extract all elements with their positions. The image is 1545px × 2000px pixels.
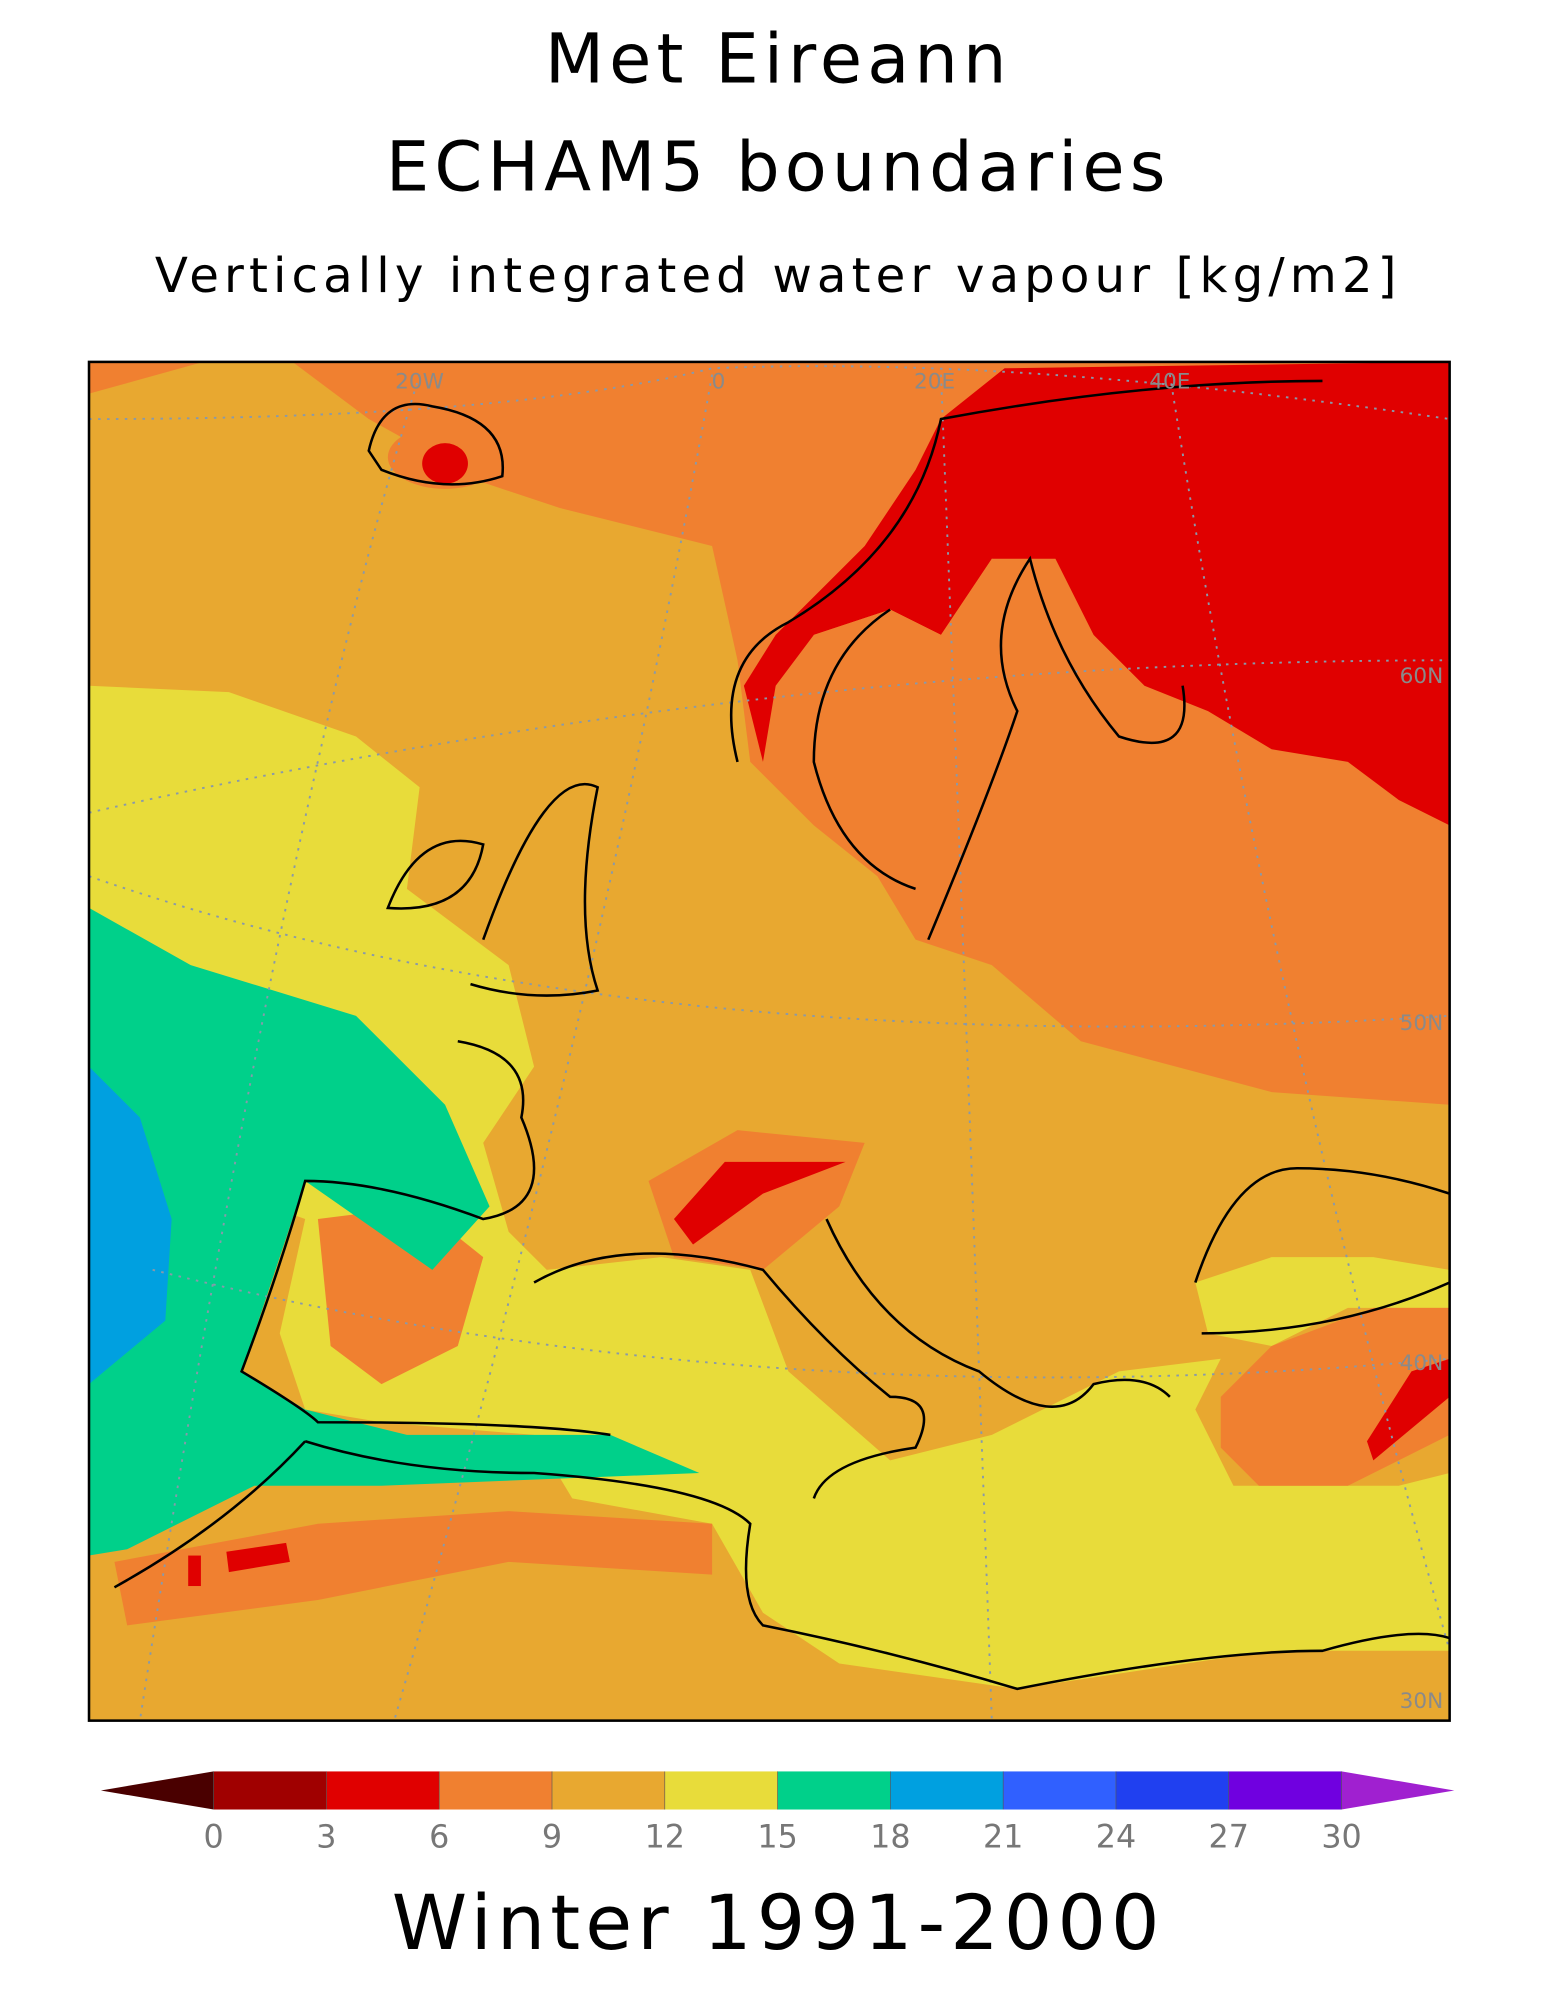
map-label: 20E	[914, 370, 955, 395]
colorbar-tick-label: 21	[983, 1820, 1023, 1856]
colorbar: 0 3 6 9 12 15 18 21 24 27 30	[100, 1771, 1455, 1856]
field-yellow	[89, 685, 1450, 1689]
field-red	[422, 443, 468, 484]
field-blue	[89, 1066, 172, 1385]
colorbar-segment	[777, 1771, 891, 1810]
colorbar-tick-label: 15	[757, 1820, 797, 1856]
field-red	[673, 1161, 846, 1245]
colorbar-tick-label: 6	[429, 1820, 449, 1856]
colorbar-segment	[664, 1771, 778, 1810]
map-label: 30N	[1400, 1689, 1444, 1714]
colorbar-segment	[552, 1771, 665, 1810]
map-label: 50N	[1400, 1011, 1444, 1036]
field-orange	[114, 1511, 713, 1626]
colorbar-over	[1341, 1771, 1455, 1810]
colorbar-segment	[1003, 1771, 1116, 1810]
map-labels: 20W 0 20E 40E 60N 50N 40N 30N	[395, 370, 1443, 1714]
colorbar-segment	[213, 1771, 327, 1810]
colorbar-tick-label: 12	[645, 1820, 685, 1856]
map-field	[89, 361, 1450, 1721]
map-frame	[87, 360, 1451, 1722]
field-green	[89, 907, 700, 1556]
field-red	[1366, 1358, 1450, 1461]
map-label: 40E	[1149, 370, 1190, 395]
subtitle: ECHAM5 boundaries	[386, 128, 1171, 208]
colorbar-segment	[326, 1771, 440, 1810]
title: Met Eireann	[545, 20, 1012, 100]
graticule	[89, 365, 1450, 1721]
map-label: 20W	[395, 370, 444, 395]
colorbar-under	[100, 1771, 214, 1810]
colorbar-segment	[890, 1771, 1004, 1810]
field-orange	[813, 558, 1043, 864]
colorbar-tick-label: 9	[542, 1820, 562, 1856]
variable-label: Vertically integrated water vapour [kg/m…	[155, 248, 1402, 304]
colorbar-tick-label: 18	[870, 1820, 910, 1856]
period-label: Winter 1991-2000	[392, 1878, 1165, 1967]
colorbar-segment	[439, 1771, 553, 1810]
map-label: 0	[712, 370, 726, 395]
field-red	[188, 1555, 201, 1587]
colorbar-tick-label: 3	[316, 1820, 336, 1856]
field-red	[743, 361, 1450, 826]
colorbar-tick-label: 0	[204, 1820, 224, 1856]
colorbar-segment	[1228, 1771, 1342, 1810]
colorbar-tick-label: 27	[1209, 1820, 1249, 1856]
field-red	[226, 1542, 290, 1573]
colorbar-tick-label: 24	[1096, 1820, 1136, 1856]
colorbar-tick-label: 30	[1321, 1820, 1361, 1856]
colorbar-segment	[1115, 1771, 1229, 1810]
map-label: 60N	[1400, 664, 1444, 689]
coastline	[113, 379, 1450, 1691]
field-yellow	[1195, 1257, 1450, 1347]
map-label: 40N	[1400, 1351, 1444, 1376]
